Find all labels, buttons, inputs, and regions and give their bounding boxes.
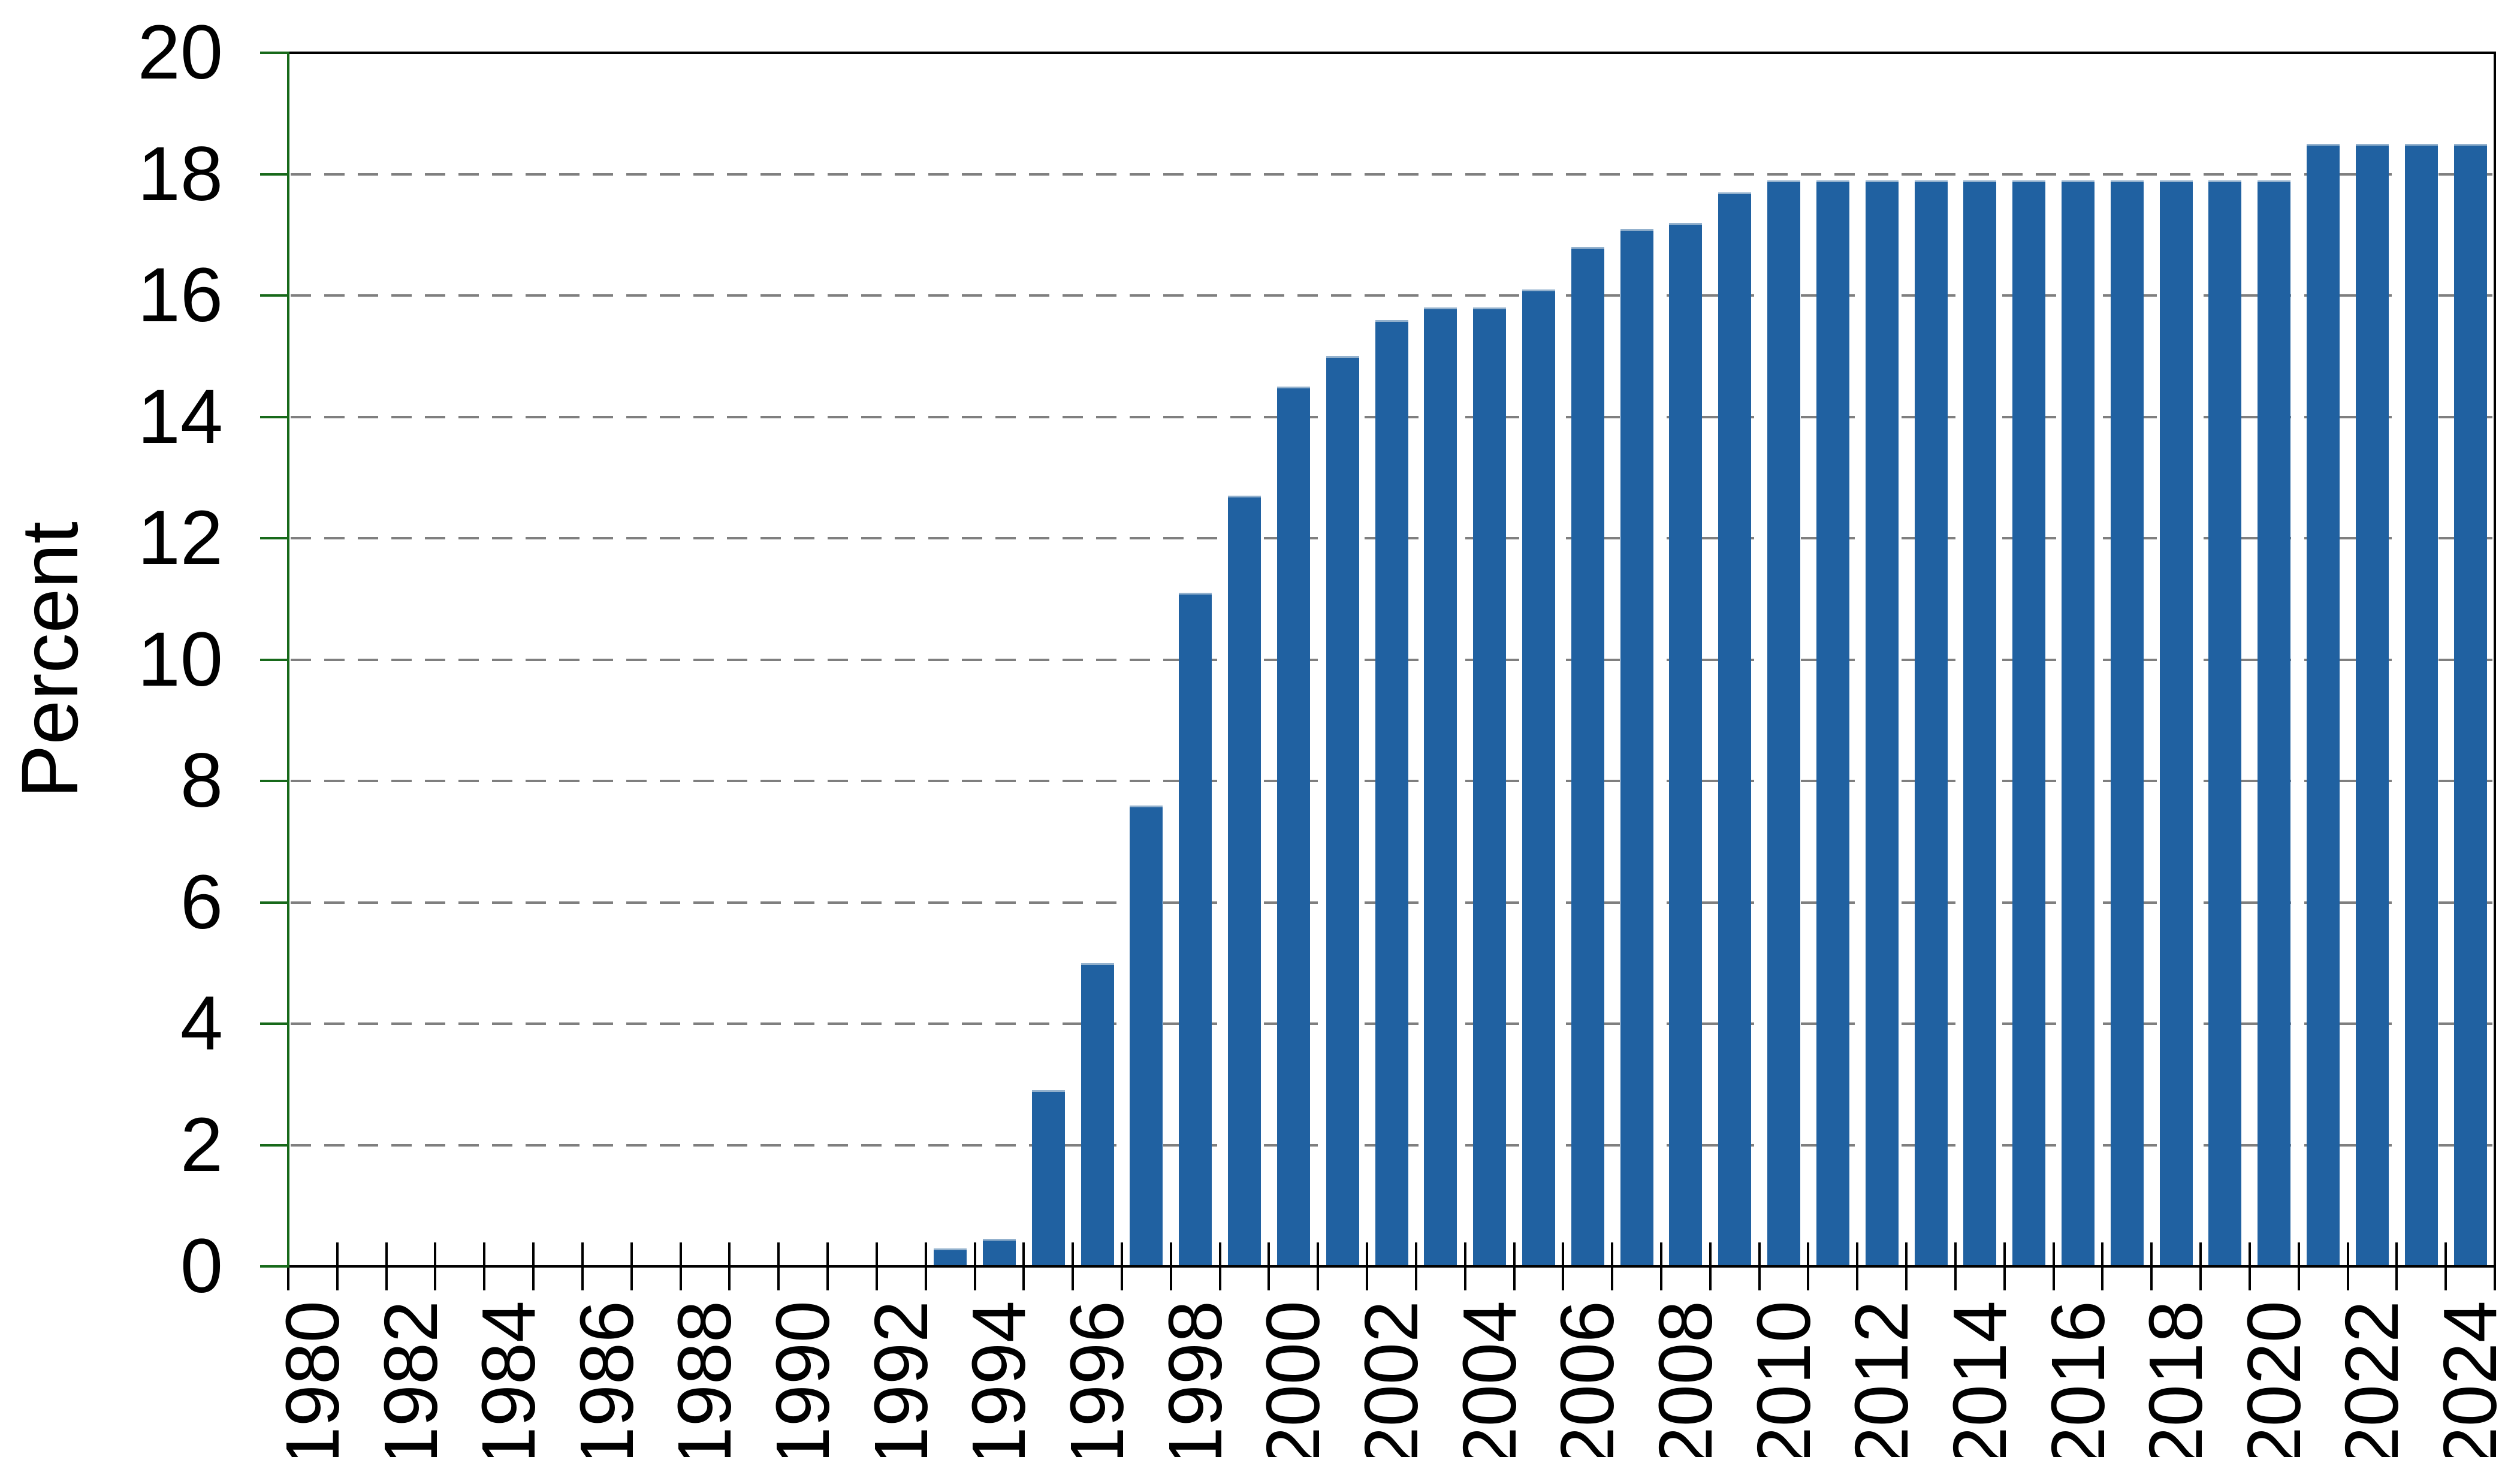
bar-1999 (1228, 496, 1261, 1266)
x-tick-label-2012: 2012 (1839, 1301, 1924, 1457)
y-axis-line (287, 52, 289, 1268)
x-tick-label-1984: 1984 (466, 1301, 551, 1457)
y-tick-8 (260, 780, 287, 782)
bar-2006 (1571, 247, 1604, 1266)
y-tick-label-6: 6 (180, 859, 223, 945)
bar-2014 (1963, 180, 1997, 1266)
x-tick-label-1980: 1980 (270, 1301, 355, 1457)
bar-2022 (2355, 143, 2389, 1266)
y-tick-label-16: 16 (137, 252, 223, 338)
y-tick-label-4: 4 (180, 981, 223, 1066)
bar-2016 (2062, 180, 2095, 1266)
y-tick-14 (260, 415, 287, 418)
bar-2001 (1326, 356, 1359, 1266)
y-tick-label-20: 20 (137, 10, 223, 95)
y-tick-label-18: 18 (137, 131, 223, 217)
top-spine (288, 52, 2496, 54)
bar-2012 (1865, 180, 1899, 1266)
x-tick-label-1992: 1992 (858, 1301, 943, 1457)
bar-1993 (934, 1248, 967, 1266)
y-tick-10 (260, 658, 287, 661)
x-tick-label-1998: 1998 (1152, 1301, 1238, 1457)
x-tick-label-2020: 2020 (2231, 1301, 2316, 1457)
bar-2015 (2012, 180, 2046, 1266)
bar-2000 (1276, 386, 1310, 1266)
y-tick-label-12: 12 (137, 495, 223, 581)
x-tick-label-2004: 2004 (1447, 1301, 1532, 1457)
bar-2024 (2453, 143, 2487, 1266)
x-tick-label-2016: 2016 (2035, 1301, 2120, 1457)
y-tick-label-14: 14 (137, 373, 223, 460)
bar-1998 (1179, 593, 1212, 1266)
y-tick-label-0: 0 (180, 1223, 223, 1309)
bar-2011 (1816, 180, 1849, 1266)
y-tick-6 (260, 901, 287, 904)
bar-1996 (1081, 963, 1114, 1266)
y-axis-title: Percent (5, 521, 95, 798)
bar-2023 (2404, 143, 2438, 1266)
x-tick-label-2018: 2018 (2133, 1301, 2219, 1457)
y-tick-label-2: 2 (180, 1102, 223, 1188)
x-tick-label-2006: 2006 (1545, 1301, 1630, 1457)
bar-2005 (1522, 289, 1555, 1266)
bar-2018 (2159, 180, 2193, 1266)
x-tick-label-1994: 1994 (956, 1301, 1042, 1457)
x-axis-line (288, 1265, 2496, 1268)
x-tick-label-2002: 2002 (1349, 1301, 1433, 1457)
bar-1997 (1130, 805, 1163, 1266)
x-tick-label-2014: 2014 (1937, 1301, 2022, 1457)
bar-1995 (1031, 1090, 1065, 1266)
y-tick-2 (260, 1144, 287, 1147)
bar-2004 (1473, 307, 1507, 1266)
bar-2007 (1620, 228, 1653, 1266)
bar-2019 (2208, 180, 2242, 1266)
y-tick-4 (260, 1022, 287, 1025)
bar-2013 (1914, 180, 1948, 1266)
bar-2003 (1424, 307, 1457, 1266)
y-tick-16 (260, 294, 287, 297)
x-tick-label-1986: 1986 (564, 1301, 649, 1457)
y-tick-18 (260, 173, 287, 176)
x-tick-label-2022: 2022 (2329, 1301, 2415, 1457)
bar-1994 (982, 1239, 1016, 1266)
x-tick-label-2000: 2000 (1251, 1301, 1336, 1457)
x-tick-label-1996: 1996 (1055, 1301, 1140, 1457)
x-tick-label-1990: 1990 (760, 1301, 846, 1457)
bar-2008 (1669, 222, 1703, 1266)
right-spine (2494, 52, 2496, 1268)
bar-2021 (2307, 143, 2340, 1266)
gridline-18 (291, 173, 2495, 176)
x-tick-label-1982: 1982 (368, 1301, 453, 1457)
y-tick-0 (260, 1265, 287, 1268)
y-tick-label-8: 8 (180, 738, 223, 823)
y-tick-label-10: 10 (137, 616, 223, 702)
bar-2002 (1375, 319, 1408, 1266)
x-tick-label-2008: 2008 (1643, 1301, 1728, 1457)
bar-2020 (2258, 180, 2291, 1266)
y-tick-12 (260, 537, 287, 539)
gridline-16 (291, 294, 2495, 297)
x-tick-label-2024: 2024 (2428, 1301, 2513, 1457)
bar-2017 (2110, 180, 2144, 1266)
bar-2010 (1767, 180, 1801, 1266)
bar-2009 (1718, 192, 1752, 1266)
x-tick-label-1988: 1988 (662, 1301, 747, 1457)
x-tick-label-2010: 2010 (1741, 1301, 1826, 1457)
y-tick-20 (260, 52, 287, 54)
